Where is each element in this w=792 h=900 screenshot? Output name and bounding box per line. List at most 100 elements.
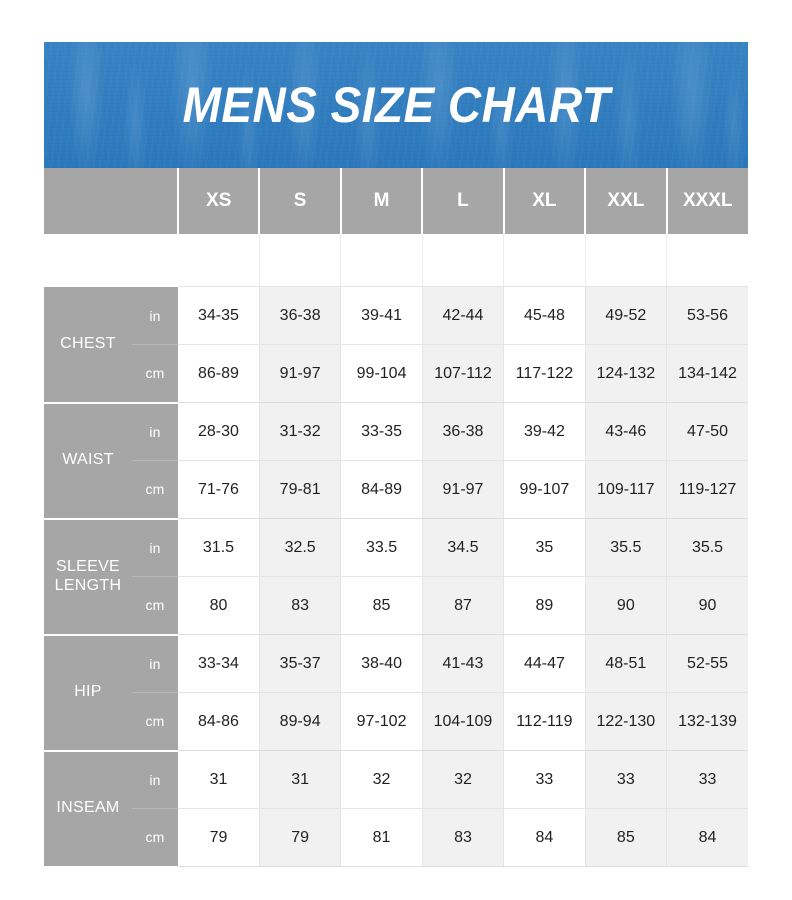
table-row: cm 86-89 91-97 99-104 107-112 117-122 12… [44, 344, 748, 404]
header-corner-blank [44, 168, 179, 234]
cell-sleeve-cm-s: 83 [259, 576, 342, 635]
cell-hip-cm-xxxl: 132-139 [666, 692, 748, 751]
cell-inseam-cm-xs: 79 [178, 808, 260, 867]
unit-label-in: in [132, 518, 178, 577]
cell-chest-in-xxl: 49-52 [585, 286, 668, 345]
unit-label-in: in [132, 634, 178, 693]
cell-inseam-cm-m: 81 [340, 808, 423, 867]
cell-chest-cm-xl: 117-122 [503, 344, 586, 403]
cell-hip-in-xxxl: 52-55 [666, 634, 748, 693]
size-header-xxl: XXL [585, 168, 668, 234]
cell-hip-cm-l: 104-109 [422, 692, 505, 751]
cell-inseam-in-xxl: 33 [585, 750, 668, 809]
row-label-inseam: INSEAM [44, 750, 132, 868]
row-label-hip: HIP [44, 634, 132, 752]
spacer-cell [259, 234, 342, 287]
table-row: WAIST in 28-30 31-32 33-35 36-38 39-42 4… [44, 402, 748, 520]
row-label-line: LENGTH [54, 576, 122, 594]
cell-hip-in-s: 35-37 [259, 634, 342, 693]
size-header-s: S [259, 168, 342, 234]
table-row: HIP in 33-34 35-37 38-40 41-43 44-47 48-… [44, 634, 748, 752]
size-header-xl: XL [503, 168, 587, 234]
cell-inseam-cm-xl: 84 [503, 808, 586, 867]
size-header-m: M [340, 168, 424, 234]
cell-hip-cm-xl: 112-119 [503, 692, 586, 751]
row-label-line: HIP [74, 683, 102, 701]
cell-waist-in-xxxl: 47-50 [666, 402, 748, 461]
table-row: cm 80 83 85 87 89 90 90 [44, 576, 748, 636]
cell-waist-in-xs: 28-30 [178, 402, 260, 461]
unit-label-in: in [132, 286, 178, 345]
row-label-sleeve-length: SLEEVE LENGTH [44, 518, 132, 636]
cell-sleeve-in-l: 34.5 [422, 518, 505, 577]
spacer-cell [585, 234, 668, 287]
size-header-xxxl: XXXL [666, 168, 748, 234]
cell-sleeve-in-s: 32.5 [259, 518, 342, 577]
cell-waist-in-xxl: 43-46 [585, 402, 668, 461]
cell-chest-in-xs: 34-35 [178, 286, 260, 345]
table-row: SLEEVE LENGTH in 31.5 32.5 33.5 34.5 35 … [44, 518, 748, 636]
size-header-row: XS S M L XL XXL XXXL [44, 168, 748, 234]
unit-label-cm: cm [132, 692, 178, 752]
cell-chest-in-xl: 45-48 [503, 286, 586, 345]
cell-sleeve-cm-xs: 80 [178, 576, 260, 635]
row-label-line: CHEST [60, 334, 116, 352]
cell-sleeve-cm-xxxl: 90 [666, 576, 748, 635]
cell-chest-cm-m: 99-104 [340, 344, 423, 403]
cell-waist-cm-l: 91-97 [422, 460, 505, 519]
cell-sleeve-cm-xxl: 90 [585, 576, 668, 635]
table-row: cm 79 79 81 83 84 85 84 [44, 808, 748, 868]
cell-hip-in-m: 38-40 [340, 634, 423, 693]
cell-hip-in-xl: 44-47 [503, 634, 586, 693]
cell-hip-cm-xxl: 122-130 [585, 692, 668, 751]
cell-inseam-in-xxxl: 33 [666, 750, 748, 809]
spacer-cell [503, 234, 586, 287]
cell-inseam-cm-s: 79 [259, 808, 342, 867]
table-head: XS S M L XL XXL XXXL [44, 168, 748, 234]
cell-chest-in-xxxl: 53-56 [666, 286, 748, 345]
cell-sleeve-cm-l: 87 [422, 576, 505, 635]
size-header-l: L [422, 168, 505, 234]
cell-hip-cm-xs: 84-86 [178, 692, 260, 751]
cell-waist-cm-xl: 99-107 [503, 460, 586, 519]
table-body: CHEST in 34-35 36-38 39-41 42-44 45-48 4… [44, 234, 748, 868]
cell-sleeve-in-xl: 35 [503, 518, 586, 577]
cell-chest-in-s: 36-38 [259, 286, 342, 345]
cell-sleeve-in-xs: 31.5 [178, 518, 260, 577]
cell-hip-in-xxl: 48-51 [585, 634, 668, 693]
cell-hip-cm-s: 89-94 [259, 692, 342, 751]
cell-chest-in-m: 39-41 [340, 286, 423, 345]
cell-inseam-cm-xxl: 85 [585, 808, 668, 867]
cell-waist-in-m: 33-35 [340, 402, 423, 461]
cell-inseam-in-xl: 33 [503, 750, 586, 809]
cell-waist-cm-s: 79-81 [259, 460, 342, 519]
cell-sleeve-in-xxl: 35.5 [585, 518, 668, 577]
unit-label-in: in [132, 750, 178, 809]
spacer-cell [666, 234, 748, 287]
cell-chest-cm-s: 91-97 [259, 344, 342, 403]
unit-label-cm: cm [132, 344, 178, 404]
forest-texture-background [44, 42, 748, 168]
spacer-cell [340, 234, 423, 287]
cell-sleeve-in-xxxl: 35.5 [666, 518, 748, 577]
cell-hip-in-l: 41-43 [422, 634, 505, 693]
row-label-line: WAIST [62, 451, 114, 469]
cell-inseam-cm-l: 83 [422, 808, 505, 867]
cell-chest-cm-xs: 86-89 [178, 344, 260, 403]
cell-waist-in-xl: 39-42 [503, 402, 586, 461]
table-row: cm 84-86 89-94 97-102 104-109 112-119 12… [44, 692, 748, 752]
row-label-line: INSEAM [56, 799, 120, 817]
cell-sleeve-in-m: 33.5 [340, 518, 423, 577]
cell-waist-cm-xxxl: 119-127 [666, 460, 748, 519]
size-chart-table: XS S M L XL XXL XXXL [44, 168, 748, 868]
size-chart-container: MENS SIZE CHART XS S M L XL XXL XXXL [44, 42, 748, 868]
row-label-waist: WAIST [44, 402, 132, 520]
unit-label-cm: cm [132, 576, 178, 636]
cell-hip-cm-m: 97-102 [340, 692, 423, 751]
cell-inseam-in-l: 32 [422, 750, 505, 809]
spacer-cell [422, 234, 505, 287]
cell-chest-in-l: 42-44 [422, 286, 505, 345]
row-label-line: SLEEVE [55, 557, 121, 575]
cell-waist-cm-xs: 71-76 [178, 460, 260, 519]
